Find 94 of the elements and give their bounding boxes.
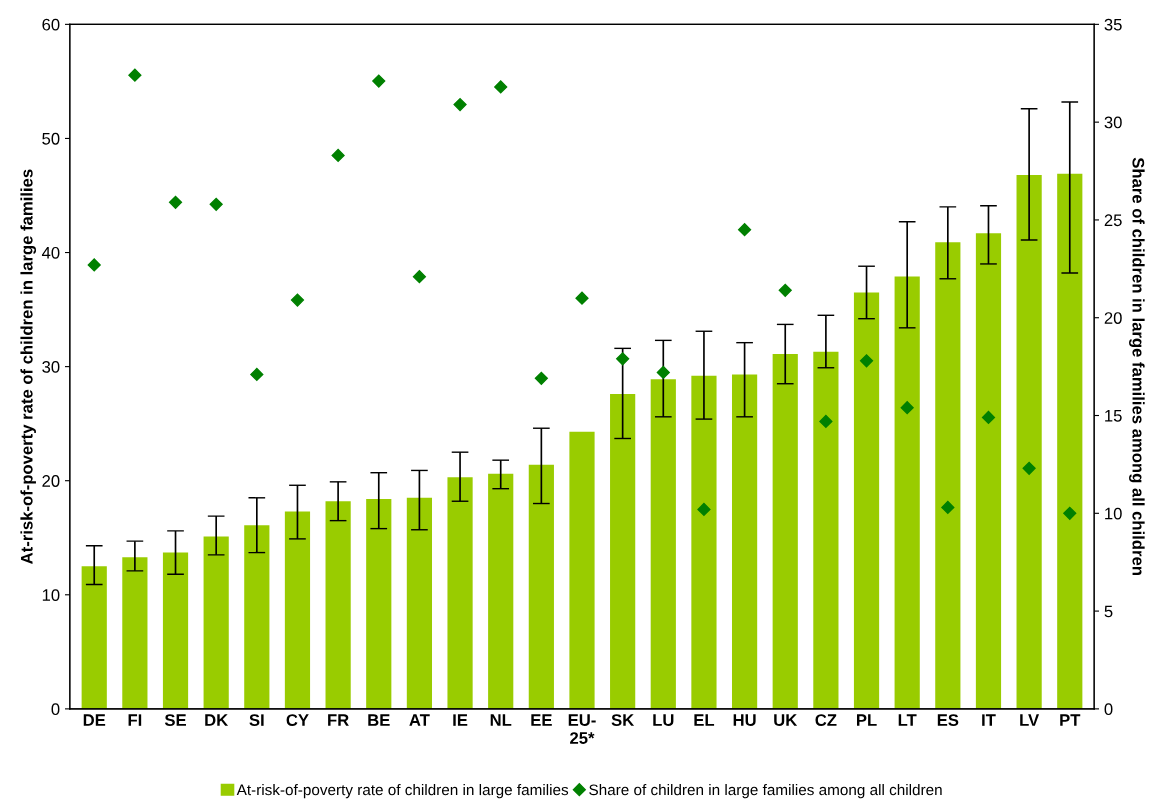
legend-label: At-risk-of-poverty rate of children in large families	[236, 784, 569, 799]
point	[209, 197, 223, 211]
x-tick-label: LT	[898, 714, 917, 726]
x-tick-label: FR	[328, 714, 349, 726]
bar	[1057, 173, 1083, 709]
bar	[528, 464, 554, 709]
x-tick-label: IE	[453, 714, 468, 726]
point	[941, 500, 955, 515]
point	[900, 401, 914, 415]
x-tick-label: DE	[83, 714, 106, 726]
x-tick-label: NL	[490, 714, 512, 726]
x-tick-label: EL	[694, 714, 715, 726]
bar	[406, 497, 433, 709]
bar	[894, 276, 920, 709]
x-tick-label: SI	[249, 714, 264, 726]
bar	[122, 557, 148, 709]
x-tick-label: PL	[857, 714, 877, 726]
point	[656, 365, 670, 380]
y2-tick-label: 20	[1104, 312, 1122, 324]
point	[87, 258, 101, 272]
y2-tick-label: 15	[1105, 410, 1122, 422]
point	[575, 291, 589, 305]
bar	[813, 351, 839, 709]
x-tick-label: SK	[611, 714, 635, 726]
y2-tick-label: 25	[1104, 214, 1122, 227]
x-tick-label: PT	[1060, 714, 1081, 726]
point	[453, 97, 467, 112]
point	[1063, 506, 1077, 520]
bar	[935, 242, 961, 709]
bar	[325, 501, 351, 709]
y2-axis-title: Share of children in large families among all children	[1129, 157, 1145, 575]
point	[534, 371, 548, 385]
bar	[488, 473, 514, 709]
x-tick-label: AT	[409, 714, 430, 726]
point	[168, 195, 183, 209]
y-tick-label: 20	[42, 475, 60, 487]
y2-tick-label: 30	[1104, 116, 1122, 129]
x-tick-label: CZ	[815, 714, 837, 726]
y-tick-label: 30	[42, 361, 60, 373]
point	[290, 293, 305, 307]
point	[331, 148, 345, 162]
point	[778, 283, 792, 297]
point	[859, 354, 874, 368]
bar	[1016, 174, 1042, 709]
bar	[366, 498, 392, 709]
bar	[691, 375, 717, 709]
bar	[244, 525, 270, 709]
y2-tick-label: 35	[1104, 18, 1122, 31]
bar	[162, 552, 189, 709]
x-tick-label: EE	[531, 714, 552, 726]
point	[981, 410, 996, 425]
x-tick-label: LV	[1020, 714, 1040, 726]
point	[616, 352, 630, 366]
y-tick-label: 40	[41, 246, 60, 259]
y2-tick-label: 10	[1105, 507, 1122, 520]
point	[494, 80, 508, 94]
point	[1022, 461, 1036, 475]
point	[738, 223, 752, 237]
bar	[853, 292, 880, 709]
x-tick-label: LU	[653, 714, 674, 726]
point	[250, 367, 264, 382]
y-tick-label: 10	[42, 589, 60, 601]
y2-tick-label: 5	[1104, 605, 1113, 618]
bar	[731, 374, 758, 709]
x-tick-label: DK	[205, 714, 229, 726]
bar	[284, 511, 311, 709]
x-tick-label: EU- 25*	[568, 714, 596, 744]
bar	[203, 536, 229, 709]
y-tick-label: 60	[42, 18, 60, 31]
x-tick-label: BE	[368, 714, 390, 726]
x-tick-label: UK	[774, 714, 798, 726]
bar	[81, 566, 107, 709]
bar	[650, 379, 676, 709]
bar	[610, 394, 636, 709]
point	[412, 270, 426, 284]
x-tick-label: FI	[128, 714, 142, 726]
bar	[447, 477, 473, 709]
point	[819, 414, 833, 428]
x-tick-label: HU	[733, 714, 756, 726]
legend-label: Share of children in large families among all children	[589, 784, 942, 799]
point	[372, 74, 386, 88]
x-tick-label: SE	[164, 714, 186, 726]
x-tick-label: CY	[286, 714, 309, 726]
y2-tick-label: 0	[1104, 703, 1113, 716]
bar	[569, 431, 595, 709]
x-tick-label: IT	[982, 714, 996, 726]
y-tick-label: 0	[51, 703, 60, 716]
bar	[975, 233, 1002, 709]
point	[128, 68, 142, 82]
x-tick-label: ES	[937, 714, 959, 726]
y-tick-label: 50	[42, 132, 60, 145]
bar	[772, 354, 798, 709]
point	[697, 502, 711, 516]
y-axis-title: At-risk-of-poverty rate of children in large families	[20, 169, 37, 564]
